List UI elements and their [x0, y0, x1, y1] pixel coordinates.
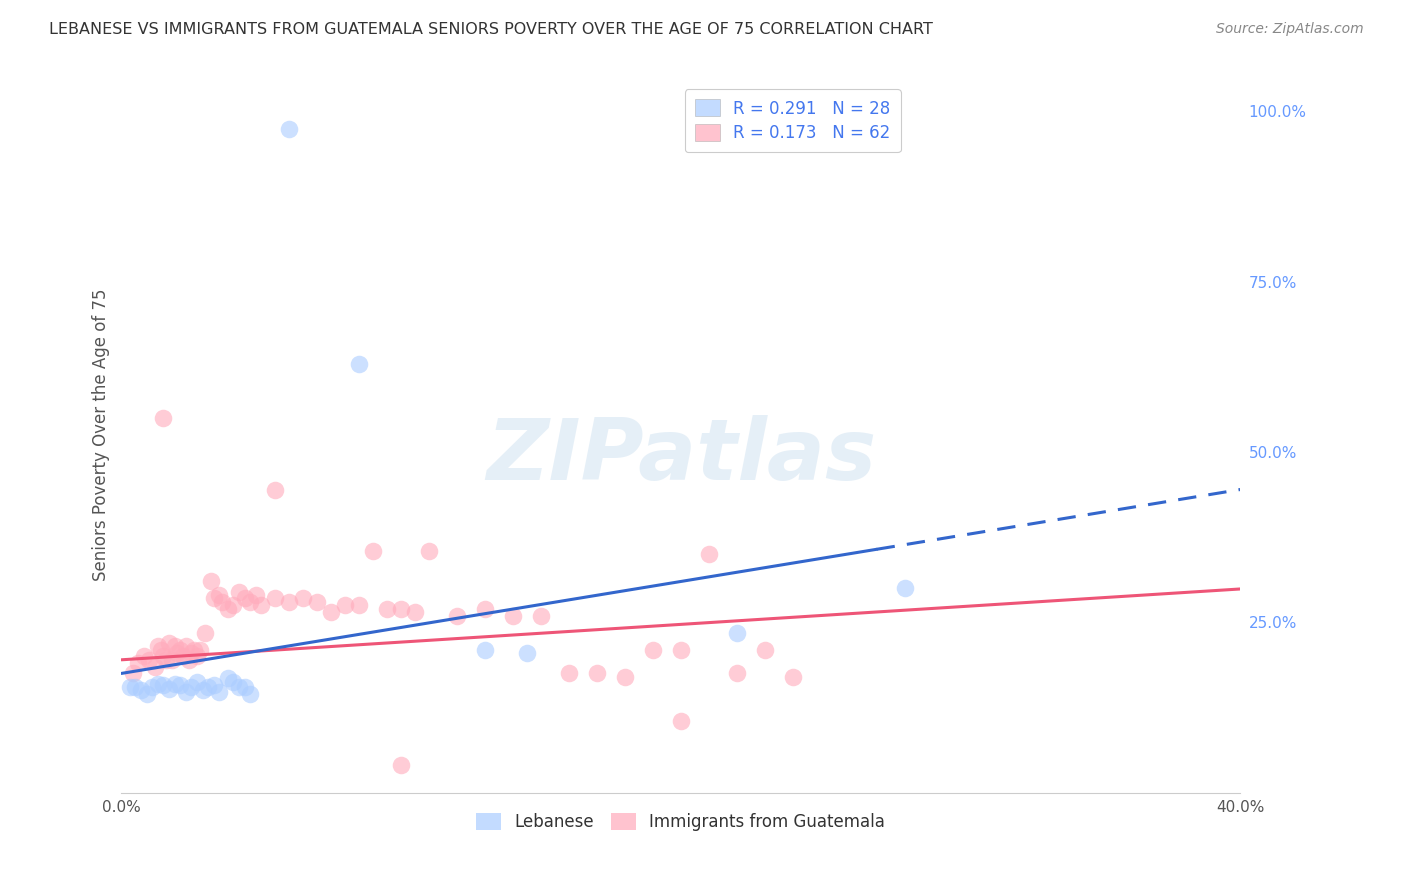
Point [725, 625, 748, 640]
Point [146, 639, 169, 653]
Point [146, 676, 169, 690]
Point [188, 642, 211, 657]
Point [404, 605, 426, 619]
Point [292, 591, 315, 606]
Point [202, 591, 225, 606]
Point [152, 649, 174, 664]
Point [149, 642, 172, 657]
Point [172, 649, 194, 664]
Point [516, 646, 538, 660]
Point [174, 639, 197, 653]
Point [228, 680, 250, 694]
Point [208, 685, 231, 699]
Point [169, 642, 191, 657]
Point [233, 680, 256, 694]
Point [138, 653, 160, 667]
Point [177, 653, 200, 667]
Point [697, 547, 720, 561]
Point [361, 544, 384, 558]
Point [264, 483, 287, 497]
Y-axis label: Seniors Poverty Over the Age of 75: Seniors Poverty Over the Age of 75 [93, 289, 110, 582]
Point [118, 680, 141, 694]
Point [166, 646, 188, 660]
Point [183, 642, 205, 657]
Point [155, 653, 177, 667]
Point [132, 649, 155, 664]
Point [782, 670, 804, 684]
Point [174, 685, 197, 699]
Point [163, 676, 186, 690]
Point [127, 657, 149, 671]
Point [200, 574, 222, 589]
Point [157, 636, 180, 650]
Point [202, 678, 225, 692]
Point [389, 758, 412, 772]
Point [180, 680, 202, 694]
Point [335, 599, 357, 613]
Point [586, 666, 609, 681]
Point [307, 595, 329, 609]
Point [191, 683, 214, 698]
Point [141, 680, 163, 694]
Point [389, 601, 412, 615]
Point [613, 670, 636, 684]
Point [418, 544, 440, 558]
Point [250, 599, 273, 613]
Point [474, 642, 496, 657]
Point [558, 666, 581, 681]
Point [530, 608, 553, 623]
Point [347, 357, 370, 371]
Point [239, 595, 262, 609]
Point [152, 411, 174, 425]
Point [375, 601, 398, 615]
Text: LEBANESE VS IMMIGRANTS FROM GUATEMALA SENIORS POVERTY OVER THE AGE OF 75 CORRELA: LEBANESE VS IMMIGRANTS FROM GUATEMALA SE… [49, 22, 934, 37]
Point [278, 595, 301, 609]
Point [245, 588, 267, 602]
Point [135, 687, 157, 701]
Point [124, 680, 146, 694]
Point [129, 683, 152, 698]
Point [446, 608, 468, 623]
Point [474, 601, 496, 615]
Point [217, 601, 239, 615]
Point [641, 642, 664, 657]
Point [160, 653, 183, 667]
Legend: R = 0.291   N = 28, R = 0.173   N = 62: R = 0.291 N = 28, R = 0.173 N = 62 [685, 89, 901, 153]
Point [121, 666, 143, 681]
Point [143, 659, 166, 673]
Text: Source: ZipAtlas.com: Source: ZipAtlas.com [1216, 22, 1364, 37]
Point [669, 714, 692, 728]
Point [502, 608, 524, 623]
Point [264, 591, 287, 606]
Point [754, 642, 776, 657]
Point [228, 584, 250, 599]
Point [163, 639, 186, 653]
Point [217, 671, 239, 685]
Text: ZIPatlas: ZIPatlas [485, 415, 876, 498]
Point [180, 646, 202, 660]
Point [157, 682, 180, 697]
Point [194, 625, 217, 640]
Point [669, 642, 692, 657]
Point [222, 599, 245, 613]
Point [169, 678, 191, 692]
Point [233, 591, 256, 606]
Point [347, 599, 370, 613]
Point [186, 649, 208, 664]
Point [725, 666, 748, 681]
Point [222, 675, 245, 690]
Point [239, 687, 262, 701]
Point [208, 588, 231, 602]
Point [197, 680, 219, 694]
Point [278, 121, 301, 136]
Point [893, 582, 915, 596]
Point [152, 678, 174, 692]
Point [321, 605, 343, 619]
Point [186, 675, 208, 690]
Point [211, 595, 233, 609]
